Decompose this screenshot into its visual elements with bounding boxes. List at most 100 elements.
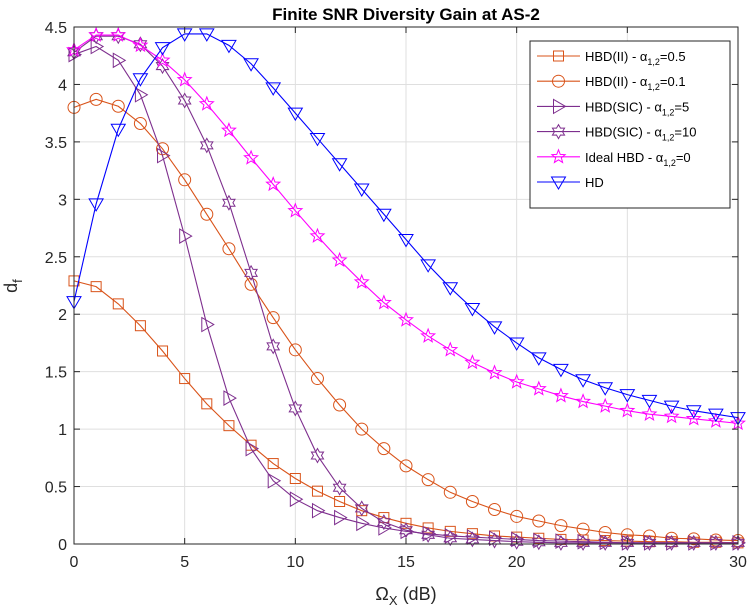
- chart-title: Finite SNR Diversity Gain at AS-2: [272, 5, 540, 24]
- legend-entry-2: HBD(II) - α1,2=0.1: [537, 74, 686, 92]
- legend-swatch-marker: [550, 148, 567, 164]
- series-5-point: [685, 410, 702, 426]
- series-2-point: [377, 442, 391, 456]
- legend-label-sub: 1,2: [662, 107, 675, 117]
- series-4-point: [731, 534, 745, 551]
- x-tick-label: 0: [70, 554, 79, 571]
- series-4-point: [310, 447, 325, 464]
- legend-label-suffix: =10: [674, 125, 696, 140]
- series-4-point: [399, 522, 413, 539]
- series-5-point: [88, 26, 105, 42]
- series-5-point: [353, 273, 370, 289]
- series-5-point: [375, 294, 392, 310]
- series-5-point: [597, 397, 614, 413]
- series-5-point: [265, 176, 282, 192]
- series-4-point: [421, 526, 436, 543]
- series-5-point: [530, 380, 547, 396]
- legend-label-main: Ideal HBD - α: [585, 150, 664, 165]
- series-3-point: [179, 228, 193, 244]
- series-2-point: [222, 242, 236, 256]
- series-5-point: [464, 354, 481, 370]
- series-2-line: [73, 98, 739, 542]
- y-tick-label: 0.5: [45, 480, 67, 497]
- series-5-point: [508, 373, 525, 389]
- series-6-point: [685, 405, 702, 419]
- series-2-point: [333, 398, 347, 412]
- series-5-point: [287, 202, 304, 218]
- series-5-point: [575, 393, 592, 409]
- x-tick-label: 5: [180, 554, 189, 571]
- series-4-point: [266, 338, 281, 355]
- series-3-point: [311, 502, 326, 519]
- series-6-point: [597, 382, 614, 396]
- series-5: [66, 26, 746, 431]
- series-5-line: [73, 34, 739, 424]
- series-3-point: [289, 491, 304, 508]
- legend-label: HD: [585, 175, 604, 190]
- legend-label-main: HBD(II) - α: [585, 49, 648, 64]
- series-2-point: [178, 173, 192, 187]
- ticks: 0 5 10 15 20 25 30 0 0.5 1 1.5 2 2.5 3 3.5 4 4.5: [45, 20, 747, 571]
- series-5-point: [707, 412, 724, 428]
- series-1-point: [223, 420, 235, 432]
- series-2-point: [510, 509, 524, 523]
- series-6-point: [243, 58, 259, 72]
- series-1-point: [201, 398, 213, 410]
- x-tick-label: 25: [618, 554, 636, 571]
- series-4-point: [487, 532, 502, 549]
- series-4-point: [376, 514, 391, 531]
- legend-swatch-marker: [553, 50, 564, 62]
- series-6-point: [663, 400, 680, 415]
- series-6-point: [420, 259, 437, 273]
- series-5-point: [420, 327, 437, 343]
- series-6-point: [198, 28, 215, 42]
- x-tick-label: 10: [286, 554, 304, 571]
- series-5-point: [220, 122, 237, 138]
- series-5-point: [619, 402, 636, 418]
- series-2-point: [244, 277, 258, 291]
- legend-label-sub: 1,2: [663, 158, 676, 168]
- series-6: [66, 28, 746, 426]
- x-axis-label-symbol: Ω: [375, 584, 388, 604]
- series-2-point: [111, 99, 125, 113]
- legend-swatch-marker: [551, 123, 566, 140]
- legend-entry-3: HBD(SIC) - α1,2=5: [537, 98, 689, 117]
- series-2-point: [532, 514, 546, 528]
- series-5-point: [176, 71, 193, 87]
- series-3-point: [267, 472, 282, 489]
- series-2-point: [89, 92, 103, 106]
- series-4-point: [620, 534, 635, 551]
- series-4-point: [686, 534, 701, 551]
- series-3-point: [112, 52, 127, 69]
- x-axis-label-sub: X: [389, 593, 398, 608]
- series-layer: [66, 26, 746, 551]
- legend-label: Ideal HBD - α1,2=0: [585, 150, 691, 168]
- series-3-point: [356, 515, 370, 532]
- series-4-point: [332, 479, 347, 496]
- series-3-point: [223, 390, 237, 406]
- series-1-point: [157, 345, 169, 357]
- series-6-point: [154, 42, 171, 56]
- series-6-point: [641, 394, 658, 409]
- series-5-point: [243, 149, 260, 165]
- series-4-point: [576, 534, 591, 551]
- x-tick-label: 20: [508, 554, 526, 571]
- series-3-point: [134, 86, 149, 103]
- series-3-point: [599, 534, 614, 551]
- series-4-point: [664, 534, 679, 551]
- series-2-point: [465, 494, 479, 508]
- legend-label-suffix: =0.5: [660, 49, 686, 64]
- series-6-point: [707, 408, 724, 423]
- legend-label-suffix: =0: [676, 150, 691, 165]
- series-2-point: [200, 207, 214, 221]
- series-2: [67, 92, 745, 548]
- series-1-point: [289, 473, 301, 485]
- series-1-point: [134, 320, 146, 332]
- legend-label-main: HBD(SIC) - α: [585, 99, 662, 114]
- x-axis-label-unit: (dB): [398, 584, 437, 604]
- series-4-point: [244, 264, 259, 281]
- legend-label-main: HBD(SIC) - α: [585, 125, 662, 140]
- series-2-point: [554, 519, 568, 533]
- legend-entry-6: HD: [537, 175, 604, 190]
- series-2-point: [642, 529, 656, 543]
